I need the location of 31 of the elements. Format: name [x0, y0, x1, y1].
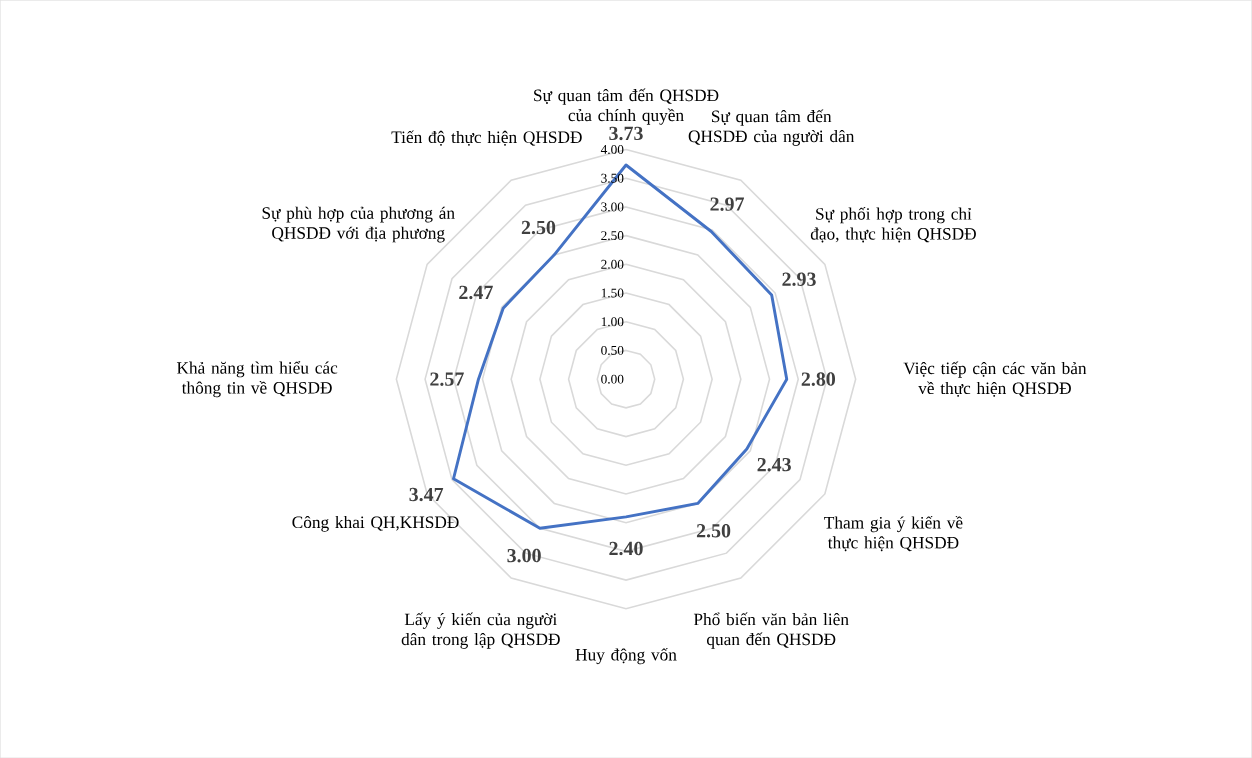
y-tick-label: 0.50: [601, 345, 624, 355]
spoke-label: Lấy ý kiến của người dân trong lập QHSDĐ: [401, 612, 560, 649]
spoke-label: Công khai QH,KHSDĐ: [292, 515, 459, 532]
data-label: 2.97: [710, 197, 745, 211]
spoke-label: Huy động vốn: [575, 647, 677, 665]
y-tick-label: 3.00: [601, 202, 624, 212]
y-tick-label: 1.50: [601, 288, 624, 298]
spoke-label: Sự phù hợp của phương án QHSDĐ với địa phương: [262, 206, 455, 243]
y-tick-label: 0.00: [601, 374, 624, 384]
data-label: 2.50: [696, 523, 731, 538]
spoke-label: Tiến độ thực hiện QHSDĐ: [391, 130, 582, 146]
y-tick-label: 2.50: [601, 230, 624, 241]
data-label: 2.50: [521, 220, 556, 235]
data-label: 2.93: [782, 272, 816, 286]
data-label: 2.47: [459, 285, 493, 300]
spoke-label: Khả năng tìm hiểu các thông tin về QHSDĐ: [176, 360, 338, 398]
data-label: 3.47: [409, 487, 444, 502]
spoke-label: Tham gia ý kiến về thực hiện QHSDĐ: [824, 515, 963, 552]
spoke-label: Phổ biến văn bản liên quan đến QHSDĐ: [693, 612, 849, 649]
y-tick-label: 1.00: [601, 317, 624, 327]
data-label: 3.00: [507, 548, 541, 563]
data-label: 3.73: [609, 126, 643, 141]
data-label: 2.40: [609, 541, 643, 556]
spoke-label: Sự phối hợp trong chỉ đạo, thực hiện QHSDĐ: [810, 206, 976, 243]
spoke-label: Việc tiếp cận các văn bản về thực hiện QHSDĐ: [903, 361, 1087, 397]
y-tick-label: 4.00: [600, 144, 624, 154]
spoke-label: Sự quan tâm đến QHSDĐ của người dân: [688, 109, 855, 146]
data-label: 2.80: [801, 372, 836, 386]
data-label: 2.57: [430, 372, 464, 386]
data-label: 2.43: [757, 457, 791, 472]
y-tick-label: 2.00: [601, 259, 624, 269]
